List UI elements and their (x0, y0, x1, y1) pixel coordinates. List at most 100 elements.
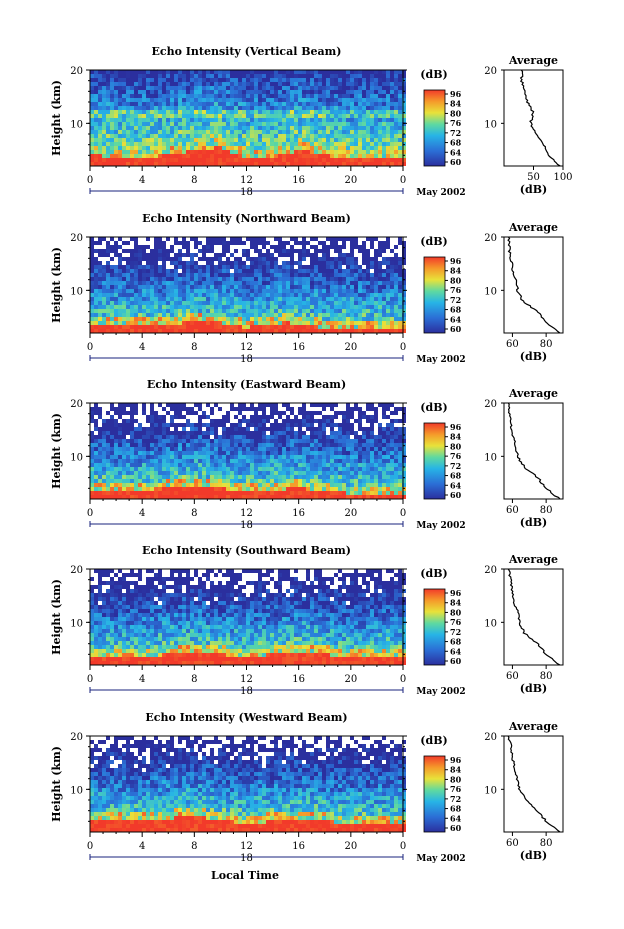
heatmap-cell (194, 313, 198, 317)
heatmap-cell (114, 317, 118, 321)
heatmap-cell (338, 285, 342, 289)
heatmap-cell (154, 427, 158, 431)
heatmap-cell (178, 325, 182, 329)
heatmap-cell (378, 134, 382, 138)
heatmap-cell (134, 130, 138, 134)
heatmap-cell (258, 463, 262, 467)
heatmap-cell (282, 439, 286, 443)
heatmap-cell (322, 130, 326, 134)
heatmap-cell (278, 463, 282, 467)
heatmap-cell (166, 325, 170, 329)
heatmap-cell (130, 261, 134, 265)
heatmap-cell (378, 301, 382, 305)
heatmap-cell (362, 70, 366, 74)
heatmap-cell (142, 70, 146, 74)
heatmap-cell (310, 269, 314, 273)
heatmap-cell (242, 455, 246, 459)
heatmap-cell (206, 297, 210, 301)
heatmap-cell (178, 106, 182, 110)
heatmap-cell (294, 150, 298, 154)
heatmap-cell (130, 427, 134, 431)
heatmap-cell (114, 329, 118, 333)
heatmap-cell (182, 455, 186, 459)
heatmap-cell (366, 94, 370, 98)
heatmap-cell (250, 106, 254, 110)
heatmap-cell (314, 273, 318, 277)
heatmap-cell (366, 435, 370, 439)
heatmap-cell (358, 329, 362, 333)
heatmap-cell (290, 411, 294, 415)
heatmap-cell (382, 162, 386, 166)
heatmap-cell (218, 273, 222, 277)
heatmap-cell (402, 70, 406, 74)
heatmap-cell (342, 289, 346, 293)
heatmap-cell (338, 293, 342, 297)
heatmap-cell (370, 126, 374, 130)
heatmap-cell (226, 114, 230, 118)
heatmap-cell (234, 463, 238, 467)
heatmap-cell (326, 463, 330, 467)
heatmap-cell (326, 459, 330, 463)
heatmap-cell (398, 114, 402, 118)
heatmap-cell (322, 78, 326, 82)
heatmap-cell (290, 142, 294, 146)
heatmap-cell (302, 249, 306, 253)
heatmap-cell (146, 329, 150, 333)
heatmap-cell (370, 162, 374, 166)
heatmap-cell (398, 427, 402, 431)
heatmap-cell (190, 325, 194, 329)
heatmap-cell (306, 94, 310, 98)
heatmap-cell (90, 293, 94, 297)
heatmap-cell (178, 134, 182, 138)
heatmap-cell (234, 325, 238, 329)
heatmap-cell (306, 138, 310, 142)
heatmap-cell (378, 455, 382, 459)
heatmap-cell (130, 122, 134, 126)
heatmap-cell (98, 94, 102, 98)
panel-1: Echo Intensity (Vertical Beam)2010Height… (50, 45, 573, 198)
heatmap-cell (178, 158, 182, 162)
heatmap-cell (362, 146, 366, 150)
heatmap-cell (146, 102, 150, 106)
heatmap-cell (318, 309, 322, 313)
heatmap-cell (170, 435, 174, 439)
heatmap-cell (314, 110, 318, 114)
heatmap-cell (234, 459, 238, 463)
heatmap-cell (106, 293, 110, 297)
heatmap-cell (254, 162, 258, 166)
heatmap-cell (174, 451, 178, 455)
heatmap-cell (394, 313, 398, 317)
heatmap-cell (274, 293, 278, 297)
heatmap-cell (362, 305, 366, 309)
heatmap-cell (130, 257, 134, 261)
heatmap-cell (394, 122, 398, 126)
heatmap-cell (234, 329, 238, 333)
heatmap-cell (90, 142, 94, 146)
heatmap-cell (154, 126, 158, 130)
heatmap-cell (230, 130, 234, 134)
x-tick-label: 8 (191, 175, 197, 186)
avg-xlabel: (dB) (520, 183, 547, 196)
heatmap-cell (222, 249, 226, 253)
heatmap-cell (330, 415, 334, 419)
heatmap-cell (98, 451, 102, 455)
heatmap-cell (246, 313, 250, 317)
heatmap-cell (198, 110, 202, 114)
heatmap-cell (346, 265, 350, 269)
heatmap-cell (198, 74, 202, 78)
heatmap-cell (266, 329, 270, 333)
heatmap-cell (310, 447, 314, 451)
heatmap-cell (334, 237, 338, 241)
heatmap-cell (94, 94, 98, 98)
heatmap-cell (266, 142, 270, 146)
heatmap-cell (98, 415, 102, 419)
heatmap-cell (334, 463, 338, 467)
heatmap-cell (378, 90, 382, 94)
heatmap-cell (186, 249, 190, 253)
heatmap-cell (386, 415, 390, 419)
heatmap-cell (346, 98, 350, 102)
heatmap-cell (310, 126, 314, 130)
heatmap-cell (206, 427, 210, 431)
heatmap-cell (394, 90, 398, 94)
heatmap-cell (94, 90, 98, 94)
